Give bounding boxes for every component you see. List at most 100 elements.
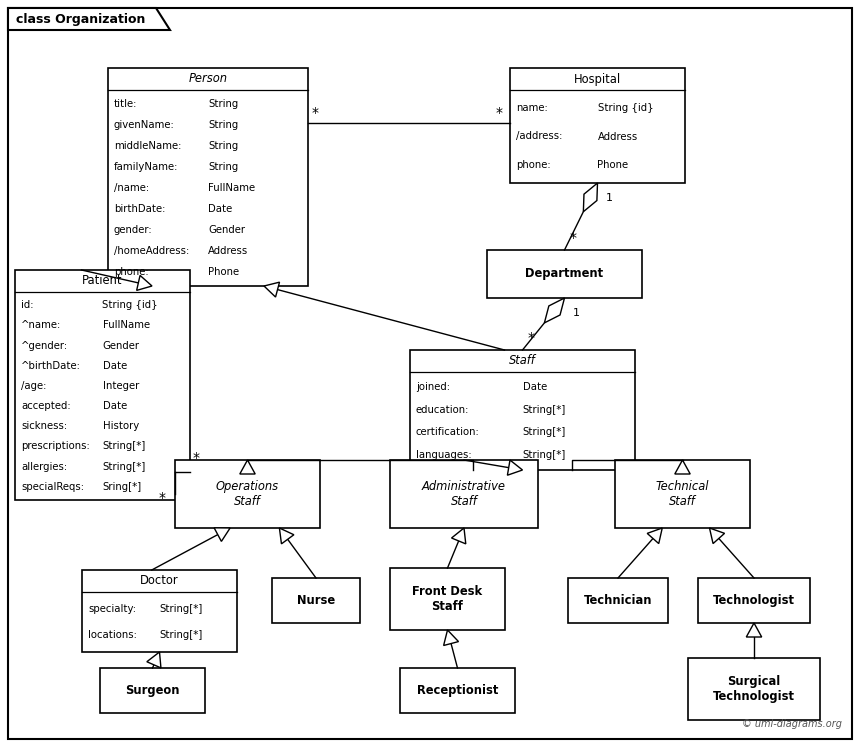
Bar [272, 578, 360, 623]
Text: locations:: locations: [88, 630, 137, 640]
Text: Surgeon: Surgeon [126, 684, 180, 697]
Bar [108, 68, 308, 286]
Text: Technologist: Technologist [713, 594, 795, 607]
Text: Doctor: Doctor [140, 574, 179, 587]
Text: gender:: gender: [114, 225, 152, 235]
Polygon shape [147, 652, 161, 668]
Text: String: String [208, 162, 238, 172]
Text: joined:: joined: [416, 382, 450, 392]
Text: Date: Date [523, 382, 547, 392]
Text: Integer: Integer [102, 381, 138, 391]
Polygon shape [452, 528, 466, 544]
Polygon shape [675, 460, 691, 474]
Text: Technician: Technician [584, 594, 652, 607]
Text: ^birthDate:: ^birthDate: [21, 361, 81, 371]
Text: *: * [527, 331, 535, 345]
Polygon shape [137, 276, 152, 291]
Polygon shape [240, 460, 255, 474]
Text: String[*]: String[*] [102, 441, 146, 451]
Bar [100, 668, 205, 713]
Text: String[*]: String[*] [159, 604, 203, 614]
Text: FullName: FullName [208, 183, 255, 193]
Text: specialReqs:: specialReqs: [21, 482, 84, 492]
Text: birthDate:: birthDate: [114, 204, 165, 214]
Text: specialty:: specialty: [88, 604, 136, 614]
Text: 1: 1 [573, 308, 580, 318]
Text: Date: Date [208, 204, 232, 214]
Text: Date: Date [102, 361, 126, 371]
Text: String[*]: String[*] [102, 462, 146, 471]
Text: id:: id: [21, 300, 34, 310]
Text: String: String [208, 120, 238, 130]
Bar [400, 668, 515, 713]
Text: String {id}: String {id} [102, 300, 158, 310]
Text: String: String [208, 99, 238, 109]
Bar [698, 578, 810, 623]
Text: certification:: certification: [416, 427, 480, 438]
Text: prescriptions:: prescriptions: [21, 441, 89, 451]
Text: String[*]: String[*] [523, 450, 566, 460]
Text: givenName:: givenName: [114, 120, 175, 130]
Bar [487, 250, 642, 298]
Polygon shape [507, 460, 523, 475]
Text: phone:: phone: [516, 160, 550, 170]
Text: Receptionist: Receptionist [417, 684, 498, 697]
Text: Date: Date [102, 401, 126, 411]
Text: Address: Address [208, 247, 249, 256]
Polygon shape [583, 183, 598, 211]
Text: Front Desk
Staff: Front Desk Staff [413, 585, 482, 613]
Text: /name:: /name: [114, 183, 149, 193]
Bar [175, 460, 320, 528]
Bar [15, 270, 190, 500]
Text: accepted:: accepted: [21, 401, 71, 411]
Polygon shape [444, 630, 458, 645]
Text: Gender: Gender [102, 341, 139, 350]
Text: Administrative
Staff: Administrative Staff [422, 480, 506, 508]
Text: Person: Person [188, 72, 228, 85]
Text: String[*]: String[*] [523, 427, 566, 438]
Text: 1: 1 [605, 193, 612, 203]
Text: History: History [102, 421, 138, 431]
Text: *: * [496, 106, 503, 120]
Text: Operations
Staff: Operations Staff [216, 480, 279, 508]
Text: middleName:: middleName: [114, 141, 181, 151]
Text: String: String [208, 141, 238, 151]
Text: sickness:: sickness: [21, 421, 67, 431]
Text: *: * [312, 106, 319, 120]
Text: Gender: Gender [208, 225, 245, 235]
Text: String[*]: String[*] [159, 630, 203, 640]
Bar [390, 460, 538, 528]
Text: name:: name: [516, 103, 548, 114]
Text: Staff: Staff [509, 355, 536, 368]
Polygon shape [544, 298, 564, 323]
Text: FullName: FullName [102, 320, 150, 330]
Text: String {id}: String {id} [598, 103, 653, 114]
Text: /age:: /age: [21, 381, 46, 391]
Text: class Organization: class Organization [16, 13, 145, 25]
Text: phone:: phone: [114, 267, 149, 277]
Text: *: * [193, 451, 200, 465]
Text: Phone: Phone [208, 267, 239, 277]
Text: © uml-diagrams.org: © uml-diagrams.org [742, 719, 842, 729]
Text: *: * [159, 491, 166, 505]
Text: Surgical
Technologist: Surgical Technologist [713, 675, 795, 703]
Text: languages:: languages: [416, 450, 471, 460]
Polygon shape [746, 623, 762, 637]
Bar [390, 568, 505, 630]
Text: familyName:: familyName: [114, 162, 178, 172]
Text: Hospital: Hospital [574, 72, 621, 85]
Text: Technical
Staff: Technical Staff [655, 480, 710, 508]
Text: Address: Address [598, 131, 638, 141]
Polygon shape [710, 528, 725, 544]
Text: Patient: Patient [83, 274, 123, 288]
Polygon shape [214, 528, 230, 542]
Polygon shape [264, 282, 280, 297]
Text: education:: education: [416, 405, 470, 415]
Text: String[*]: String[*] [523, 405, 566, 415]
Bar [510, 68, 685, 183]
Text: Nurse: Nurse [297, 594, 335, 607]
Bar [82, 570, 237, 652]
Polygon shape [280, 528, 294, 544]
Text: title:: title: [114, 99, 138, 109]
Bar [410, 350, 635, 470]
